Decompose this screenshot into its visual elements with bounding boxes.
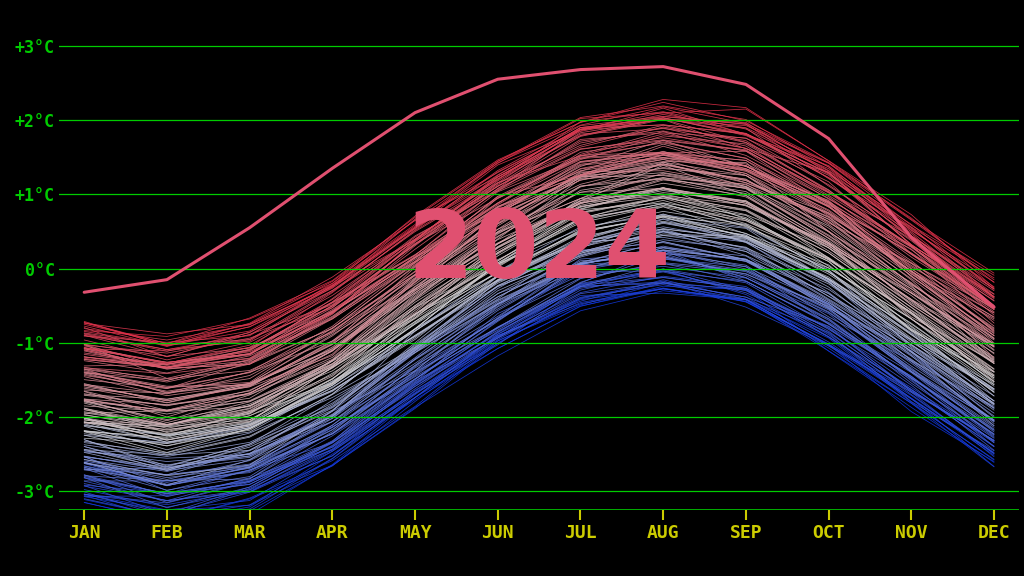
Text: 2024: 2024 [408, 206, 671, 298]
